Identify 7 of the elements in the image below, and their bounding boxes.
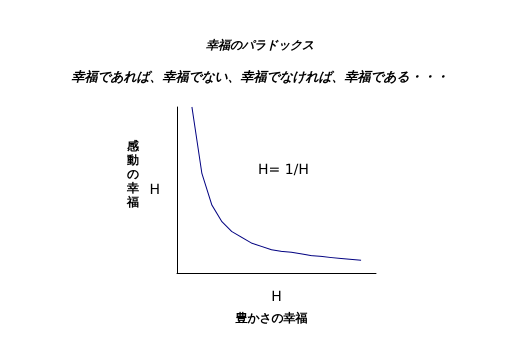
y-axis-title: H	[149, 182, 160, 198]
x-axis-title: H	[271, 289, 282, 305]
chart-subtitle: 幸福であれば、幸福でない、幸福でなければ、幸福である・・・	[72, 69, 448, 85]
annotation: H= 1/H	[258, 162, 309, 178]
text: 豊かさの幸福	[234, 311, 308, 325]
chart-title: 幸福のパラドックス	[206, 38, 314, 52]
text: 感動の幸福	[126, 139, 140, 209]
